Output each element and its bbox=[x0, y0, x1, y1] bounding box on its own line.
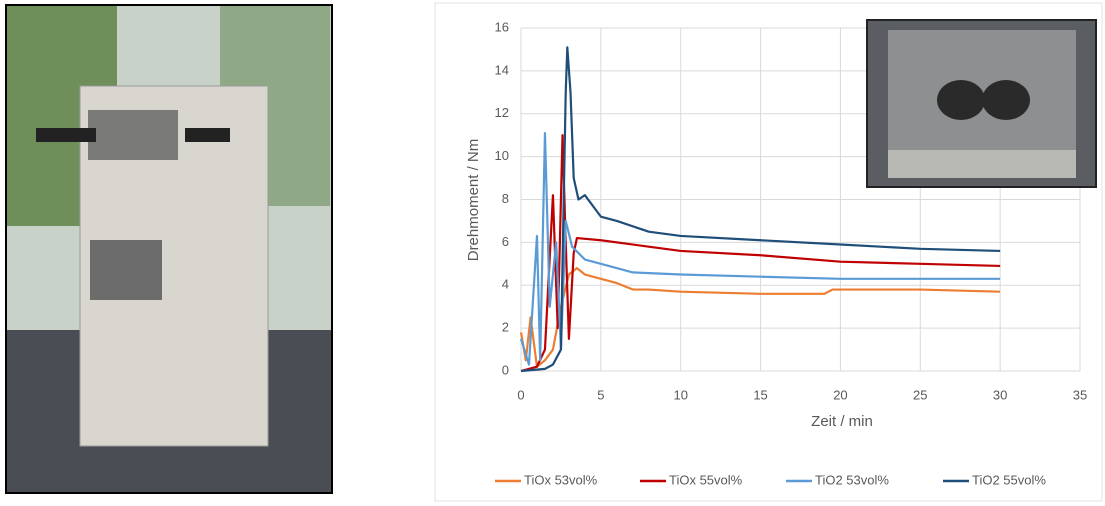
x-tick-label: 30 bbox=[993, 387, 1007, 402]
plot: 0 2 4 6 8 10 12 14 16 0 5 10 15 20 25 30 35 TiOx 53vol% Ti… bbox=[495, 19, 1088, 487]
x-tick-label: 15 bbox=[753, 387, 767, 402]
y-axis-label: Drehmoment / Nm bbox=[465, 139, 482, 262]
y-tick-label: 2 bbox=[502, 320, 509, 335]
series-line bbox=[520, 46, 1001, 373]
legend-label: TiOx 53vol% bbox=[524, 472, 598, 487]
y-tick-label: 16 bbox=[495, 19, 509, 34]
legend-label: TiO2 53vol% bbox=[815, 472, 889, 487]
x-axis-label: Zeit / min bbox=[811, 413, 873, 430]
x-tick-label: 10 bbox=[673, 387, 687, 402]
y-tick-label: 12 bbox=[495, 105, 509, 120]
x-tick-label: 25 bbox=[913, 387, 927, 402]
y-tick-label: 0 bbox=[502, 362, 509, 377]
y-tick-label: 4 bbox=[502, 277, 509, 292]
series-line bbox=[519, 267, 1001, 368]
x-tick-label: 5 bbox=[597, 387, 604, 402]
legend-label: TiOx 55vol% bbox=[669, 472, 743, 487]
x-tick-label: 35 bbox=[1073, 387, 1087, 402]
x-tick-label: 20 bbox=[833, 387, 847, 402]
legend-label: TiO2 55vol% bbox=[972, 472, 1046, 487]
inset-photo bbox=[866, 19, 1097, 188]
series-line bbox=[520, 134, 1001, 373]
y-tick-label: 6 bbox=[502, 234, 509, 249]
series-line bbox=[519, 131, 1001, 366]
x-tick-label: 0 bbox=[517, 387, 524, 402]
y-tick-label: 14 bbox=[495, 62, 509, 77]
y-tick-label: 10 bbox=[495, 148, 509, 163]
y-tick-label: 8 bbox=[502, 191, 509, 206]
machine-photo bbox=[5, 4, 333, 494]
